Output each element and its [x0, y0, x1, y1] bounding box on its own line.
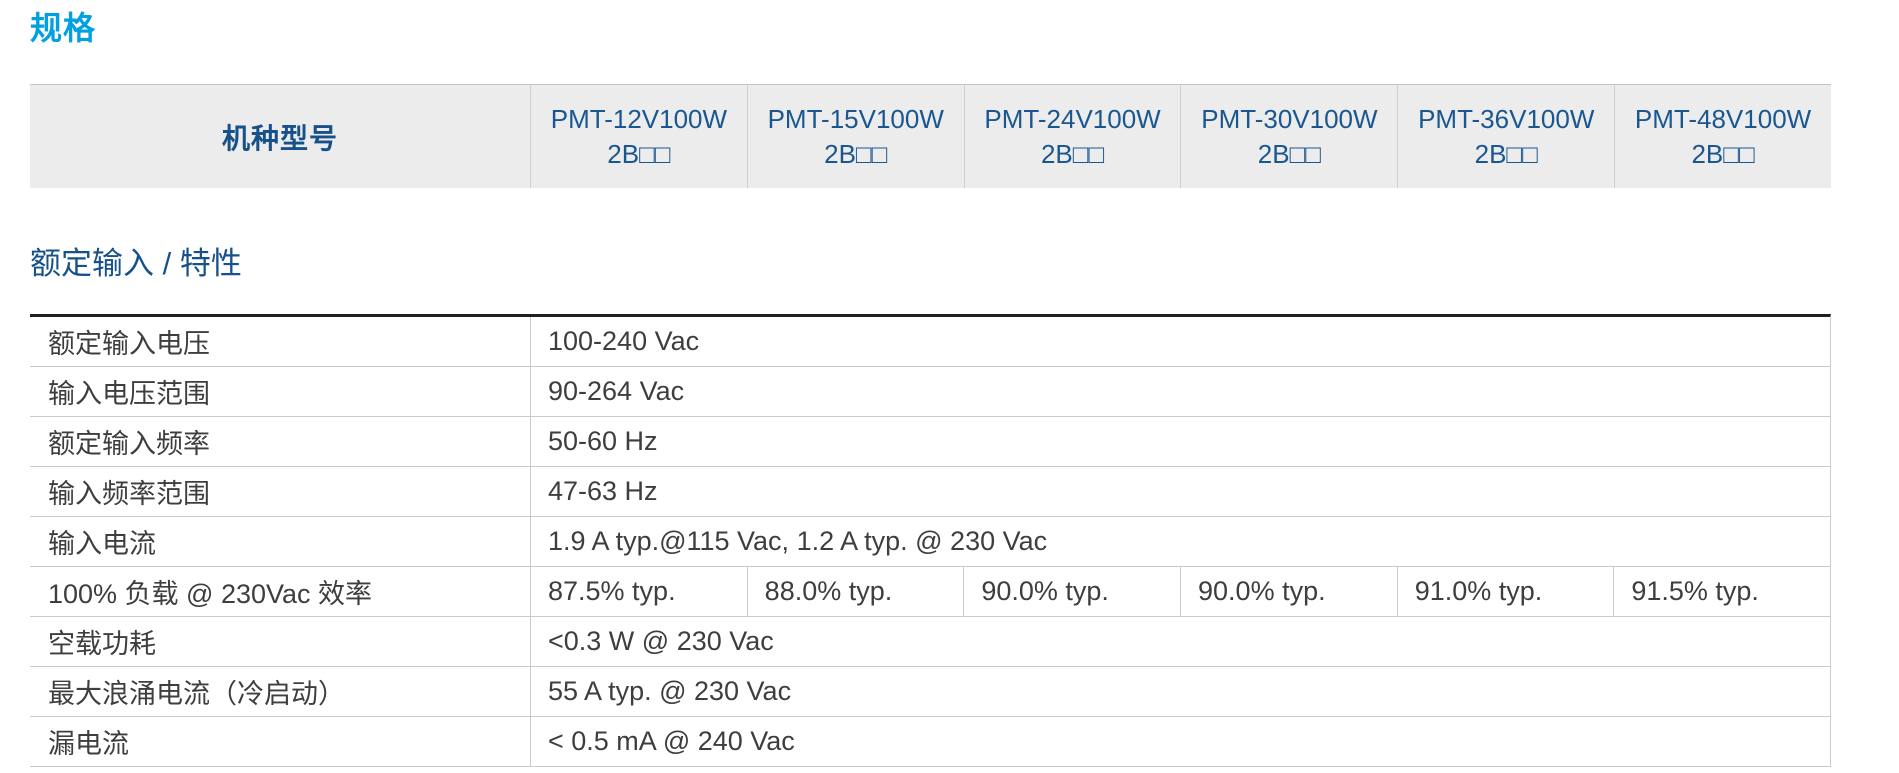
spec-cell: 87.5% typ. — [530, 567, 747, 616]
spec-label: 额定输入电压 — [48, 329, 210, 359]
model-column: PMT-12V100W 2B□□ — [530, 85, 747, 188]
spec-cell: 88.0% typ. — [746, 567, 964, 616]
model-suffix: 2B□□ — [1257, 138, 1321, 169]
spec-value: 47-63 Hz — [530, 467, 1830, 516]
table-row: 最大浪涌电流（冷启动） 55 A typ. @ 230 Vac — [30, 667, 1830, 717]
table-row: 输入电压范围 90-264 Vac — [30, 367, 1830, 417]
model-suffix: 2B□□ — [1474, 138, 1538, 169]
model-name: PMT-30V100W — [1201, 103, 1378, 134]
spec-value: <0.3 W @ 230 Vac — [530, 617, 1830, 666]
model-column: PMT-36V100W 2B□□ — [1397, 85, 1614, 188]
model-name: PMT-12V100W — [550, 103, 728, 134]
spec-value: 100-240 Vac — [530, 317, 1830, 366]
spec-label: 额定输入频率 — [48, 429, 210, 459]
spec-table: 额定输入电压 100-240 Vac 输入电压范围 90-264 Vac 额定输… — [30, 314, 1831, 767]
section-title: 额定输入 / 特性 — [30, 246, 242, 281]
spec-cell: 90.0% typ. — [1180, 567, 1397, 616]
model-suffix: 2B□□ — [607, 138, 671, 169]
table-row-efficiency: 100% 负载 @ 230Vac 效率 87.5% typ. 88.0% typ… — [30, 567, 1830, 617]
spec-cell: 91.5% typ. — [1613, 567, 1830, 616]
model-suffix: 2B□□ — [824, 138, 888, 169]
table-row: 额定输入频率 50-60 Hz — [30, 417, 1830, 467]
model-column: PMT-15V100W 2B□□ — [746, 85, 964, 188]
model-column: PMT-30V100W 2B□□ — [1180, 85, 1397, 188]
spec-value: 55 A typ. @ 230 Vac — [530, 667, 1830, 716]
spec-value: 50-60 Hz — [530, 417, 1830, 466]
model-suffix: 2B□□ — [1040, 138, 1105, 169]
spec-label: 最大浪涌电流（冷启动） — [48, 679, 345, 709]
spec-value: < 0.5 mA @ 240 Vac — [530, 717, 1830, 766]
spec-label: 100% 负载 @ 230Vac 效率 — [48, 579, 373, 609]
spec-label: 输入电压范围 — [48, 379, 210, 409]
spec-label: 输入电流 — [48, 529, 156, 559]
spec-label: 输入频率范围 — [48, 479, 210, 509]
spec-cell: 91.0% typ. — [1396, 567, 1614, 616]
table-row: 额定输入电压 100-240 Vac — [30, 317, 1830, 367]
table-row: 输入频率范围 47-63 Hz — [30, 467, 1830, 517]
model-name: PMT-15V100W — [767, 103, 944, 134]
spec-label: 漏电流 — [48, 729, 129, 759]
spec-label: 空载功耗 — [48, 629, 156, 659]
model-name: PMT-24V100W — [984, 103, 1161, 134]
model-column: PMT-48V100W 2B□□ — [1614, 85, 1831, 188]
spec-cell: 90.0% typ. — [963, 567, 1180, 616]
model-name: PMT-48V100W — [1634, 103, 1812, 134]
table-row: 输入电流 1.9 A typ.@115 Vac, 1.2 A typ. @ 23… — [30, 517, 1830, 567]
model-column: PMT-24V100W 2B□□ — [963, 85, 1181, 188]
spec-value: 1.9 A typ.@115 Vac, 1.2 A typ. @ 230 Vac — [530, 517, 1830, 566]
model-suffix: 2B□□ — [1691, 138, 1755, 169]
model-row-header: 机种型号 — [221, 122, 338, 154]
model-name: PMT-36V100W — [1418, 103, 1595, 134]
page-title: 规格 — [30, 10, 97, 46]
spec-value: 90-264 Vac — [530, 367, 1830, 416]
model-header-table: 机种型号 PMT-12V100W 2B□□ PMT-15V100W 2B□□ P… — [30, 84, 1831, 188]
table-row: 空载功耗 <0.3 W @ 230 Vac — [30, 617, 1830, 667]
table-row: 漏电流 < 0.5 mA @ 240 Vac — [30, 717, 1830, 767]
